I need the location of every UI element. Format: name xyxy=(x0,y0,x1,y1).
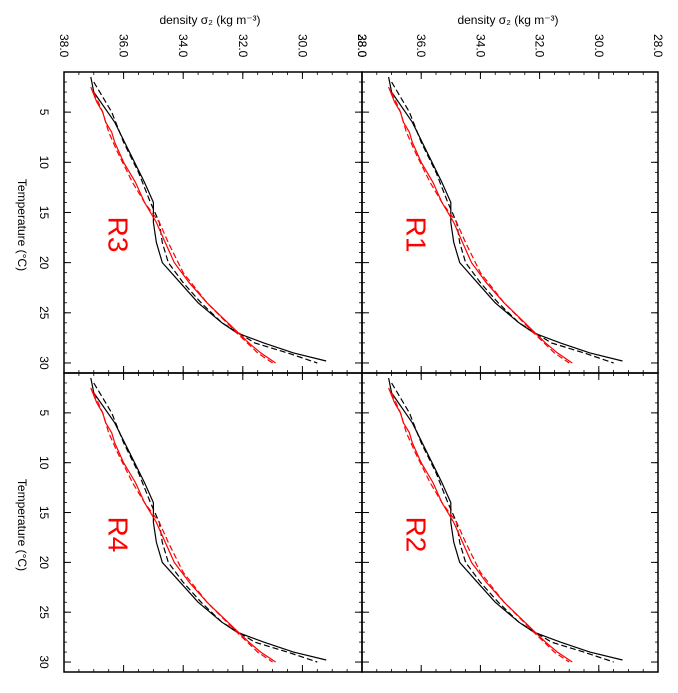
temperature-tick-label: 25 xyxy=(37,306,51,320)
density-tick-label: 36.0 xyxy=(117,34,131,58)
density-tick-label: 34.0 xyxy=(176,34,190,58)
temperature-tick-label: 25 xyxy=(37,606,51,620)
density-tick-label: 38.0 xyxy=(355,34,369,58)
series-line-black-solid xyxy=(388,377,623,661)
panel-label: R2 xyxy=(400,517,431,553)
series-line-black-solid xyxy=(90,377,327,661)
density-tick-label: 36.0 xyxy=(414,34,428,58)
series-line-red-dashed xyxy=(93,91,273,364)
series-line-black-solid xyxy=(388,76,623,362)
density-tick-label: 32.0 xyxy=(533,34,547,58)
series-line-red-dashed xyxy=(391,392,570,663)
series-line-black-dashed xyxy=(93,382,318,663)
series-line-black-dashed xyxy=(93,81,318,364)
series-line-black-solid xyxy=(90,76,327,362)
series-line-black-dashed xyxy=(391,382,614,663)
series-line-red-dashed xyxy=(391,91,570,364)
temperature-axis-title-bottom: Temperature (°C) xyxy=(15,479,29,571)
panel-label: R4 xyxy=(103,517,134,553)
temperature-tick-label: 20 xyxy=(37,256,51,270)
series-line-red-dashed xyxy=(93,392,273,663)
temperature-tick-label: 5 xyxy=(37,109,51,116)
density-axis-title-right: density σ₂ (kg m⁻³) xyxy=(457,13,558,27)
panel-r2: R2 xyxy=(361,372,659,673)
density-tick-label: 34.0 xyxy=(473,34,487,58)
panel-label: R3 xyxy=(103,217,134,253)
panel-label: R1 xyxy=(400,217,431,253)
panel-r4: R4 xyxy=(63,372,363,673)
density-tick-label: 38.0 xyxy=(57,34,71,58)
temperature-tick-label: 10 xyxy=(37,456,51,470)
temperature-axis-title-top: Temperature (°C) xyxy=(15,179,29,271)
temperature-tick-label: 20 xyxy=(37,556,51,570)
temperature-tick-label: 30 xyxy=(37,356,51,370)
density-tick-label: 28.0 xyxy=(651,34,665,58)
density-axis-title-left: density σ₂ (kg m⁻³) xyxy=(159,13,260,27)
density-tick-label: 30.0 xyxy=(592,34,606,58)
temperature-tick-label: 5 xyxy=(37,410,51,417)
density-tick-label: 32.0 xyxy=(236,34,250,58)
temperature-tick-label: 15 xyxy=(37,206,51,220)
density-tick-label: 30.0 xyxy=(295,34,309,58)
temperature-tick-label: 15 xyxy=(37,506,51,520)
temperature-tick-label: 30 xyxy=(37,655,51,669)
panel-r3: R3 xyxy=(63,71,363,374)
density-tick-label: 28.0 xyxy=(355,34,369,58)
temperature-tick-label: 10 xyxy=(37,156,51,170)
series-line-black-dashed xyxy=(391,81,614,364)
